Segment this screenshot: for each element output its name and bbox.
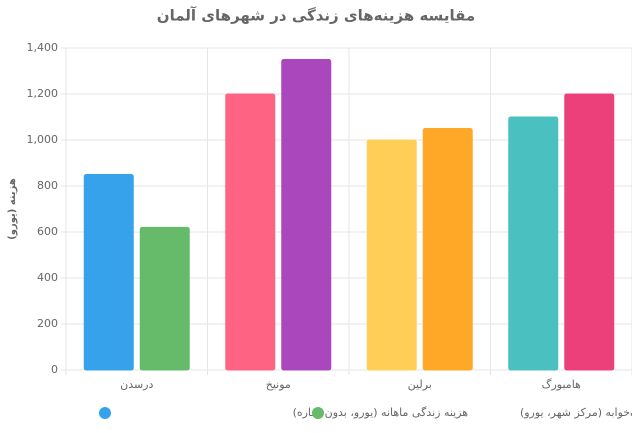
bar	[564, 93, 615, 371]
legend-label: هزینه زندگی ماهانه (یورو، بدون اجاره)	[293, 406, 469, 419]
bar	[281, 59, 332, 371]
y-tick-label: 600	[37, 225, 58, 238]
y-tick-label: 200	[37, 317, 58, 330]
y-tick-label: 1,000	[27, 133, 59, 146]
chart-title: مقایسه هزینه‌های زندگی در شهرهای آلمان	[157, 7, 475, 25]
legend-swatch	[99, 407, 111, 419]
bar	[422, 128, 473, 371]
y-tick-label: 800	[37, 179, 58, 192]
legend-label: اجاره آپارتمان یک‌خوابه (مرکز شهر، یورو)	[520, 405, 632, 419]
bar	[83, 174, 134, 371]
bar	[366, 139, 417, 371]
y-tick-label: 400	[37, 271, 58, 284]
x-tick-label: درسدن	[120, 378, 153, 391]
x-tick-label: برلین	[408, 378, 432, 391]
y-tick-label: 1,400	[27, 41, 59, 54]
x-tick-label: هامبورگ	[542, 378, 581, 391]
y-tick-label: 1,200	[27, 87, 59, 100]
y-axis-label: هزینه (یورو)	[7, 178, 18, 240]
y-tick-label: 0	[51, 363, 58, 376]
bar	[508, 116, 559, 371]
bar	[225, 93, 276, 371]
legend-swatch	[312, 407, 324, 419]
x-tick-label: مونیخ	[266, 378, 291, 391]
bar	[139, 226, 190, 371]
